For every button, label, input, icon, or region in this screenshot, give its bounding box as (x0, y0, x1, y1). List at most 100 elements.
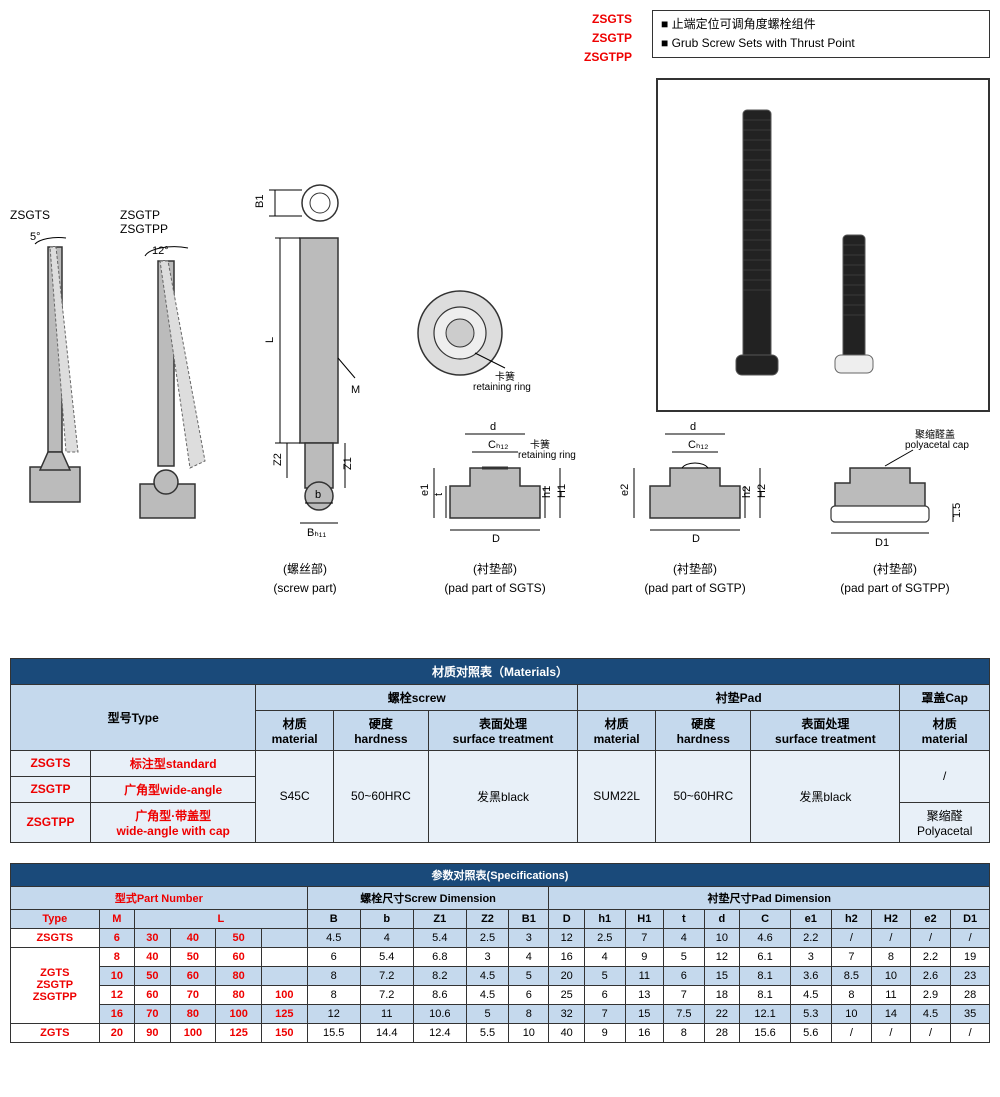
cap-none: / (900, 750, 990, 802)
spec-Z1-0: 5.4 (413, 928, 466, 947)
mat-hdr-2: 材质 material (577, 710, 655, 750)
spec-Z1-4: 10.6 (413, 1004, 466, 1023)
spec-t-5: 8 (664, 1023, 705, 1042)
pad-sgts-cn: (衬垫部) (410, 562, 580, 578)
pad-sgts-drawing: d Cₕ₁₂ 卡簧 retaining ring e1 t h1 H1 D (410, 418, 580, 558)
dim-d-2: d (690, 421, 696, 433)
cap-hdr: 罩盖Cap (900, 684, 990, 710)
hard-hdr-1: 硬度 hardness (333, 710, 428, 750)
spec-e1-1: 3 (790, 947, 831, 966)
col-h1: h1 (584, 909, 625, 928)
dim-h1: h1 (541, 485, 553, 497)
mat-hdr-3: 材质 material (900, 710, 990, 750)
spec-H2-4: 14 (872, 1004, 911, 1023)
spec-Z2-2: 4.5 (466, 966, 508, 985)
row2-code: ZSGTP (11, 776, 91, 802)
spec-l-1-2: 60 (216, 947, 262, 966)
col-C: C (740, 909, 791, 928)
pad-hdr: 衬垫Pad (577, 684, 899, 710)
spec-l-3-1: 70 (170, 985, 216, 1004)
spec-t-2: 6 (664, 966, 705, 985)
desc-cn: ■ 止端定位可调角度螺栓组件 (661, 15, 981, 34)
materials-title: 材质对照表（Materials） (11, 658, 990, 684)
spec-l-2-1: 60 (170, 966, 216, 985)
spec-m-0: 6 (99, 928, 135, 947)
spec-e1-2: 3.6 (790, 966, 831, 985)
spec-Z2-5: 5.5 (466, 1023, 508, 1042)
spec-B1-1: 4 (509, 947, 549, 966)
spec-l-3-0: 60 (135, 985, 171, 1004)
code-zsgtpp: ZSGTPP (584, 48, 632, 67)
col-H1: H1 (625, 909, 664, 928)
spec-D-0: 12 (549, 928, 585, 947)
pad-sgtpp-cn: (衬垫部) (805, 562, 985, 578)
spec-Z2-0: 2.5 (466, 928, 508, 947)
spec-C-3: 8.1 (740, 985, 791, 1004)
dim-l: L (264, 336, 276, 342)
col-e1: e1 (790, 909, 831, 928)
spec-D1-5: / (951, 1023, 990, 1042)
spec-l-1-1: 50 (170, 947, 216, 966)
spec-l-4-2: 100 (216, 1004, 262, 1023)
spec-e2-5: / (910, 1023, 951, 1042)
col-e2: e2 (910, 909, 951, 928)
spec-Z2-4: 5 (466, 1004, 508, 1023)
spec-e1-4: 5.3 (790, 1004, 831, 1023)
dim-h2: h2 (741, 485, 753, 497)
screw-hdr: 螺栓screw (256, 684, 578, 710)
col-type: Type (11, 909, 100, 928)
dim-D-1: D (492, 533, 500, 545)
col-D: D (549, 909, 585, 928)
spec-Z1-5: 12.4 (413, 1023, 466, 1042)
code-zsgtp: ZSGTP (584, 29, 632, 48)
spec-m-3: 12 (99, 985, 135, 1004)
spec-t-1: 5 (664, 947, 705, 966)
spec-e1-5: 5.6 (790, 1023, 831, 1042)
spec-t-4: 7.5 (664, 1004, 705, 1023)
spec-D1-0: / (951, 928, 990, 947)
screw-mat: S45C (256, 750, 333, 842)
spec-C-1: 6.1 (740, 947, 791, 966)
dim-z1: Z1 (342, 457, 354, 470)
spec-B-3: 8 (307, 985, 360, 1004)
spec-B1-5: 10 (509, 1023, 549, 1042)
pad-sgtp-cn: (衬垫部) (610, 562, 780, 578)
dim-ch12-2: Cₕ₁₂ (688, 439, 708, 451)
product-codes: ZSGTS ZSGTP ZSGTPP (584, 10, 632, 68)
spec-h2-5: / (831, 1023, 872, 1042)
header: ZSGTS ZSGTP ZSGTPP ■ 止端定位可调角度螺栓组件 ■ Grub… (10, 10, 990, 68)
partno-hdr: 型式Part Number (11, 886, 308, 909)
spec-m-5: 20 (99, 1023, 135, 1042)
row1-type: 标注型standard (90, 750, 256, 776)
spec-b-0: 4 (360, 928, 413, 947)
type-hdr: 型号Type (11, 684, 256, 750)
spec-h2-0: / (831, 928, 872, 947)
spec-D-1: 16 (549, 947, 585, 966)
col-z1: Z1 (413, 909, 466, 928)
spec-h1-2: 5 (584, 966, 625, 985)
dim-m: M (351, 384, 360, 396)
spec-b-4: 11 (360, 1004, 413, 1023)
spec-type-0: ZSGTS (11, 928, 100, 947)
spec-C-0: 4.6 (740, 928, 791, 947)
zsgts-label: ZSGTS (10, 208, 100, 222)
pad-mat: SUM22L (577, 750, 655, 842)
spec-h1-5: 9 (584, 1023, 625, 1042)
spec-Z1-1: 6.8 (413, 947, 466, 966)
dim-bh11: Bₕ₁₁ (307, 527, 326, 539)
spec-e2-3: 2.9 (910, 985, 951, 1004)
spec-e2-1: 2.2 (910, 947, 951, 966)
spec-l-5-1: 100 (170, 1023, 216, 1042)
spec-e1-3: 4.5 (790, 985, 831, 1004)
spec-e1-0: 2.2 (790, 928, 831, 947)
spec-B-1: 6 (307, 947, 360, 966)
screw-label-cn: (螺丝部) (245, 562, 365, 578)
spec-h1-1: 4 (584, 947, 625, 966)
spec-b-5: 14.4 (360, 1023, 413, 1042)
spec-H1-0: 7 (625, 928, 664, 947)
spec-b-3: 7.2 (360, 985, 413, 1004)
mat-hdr-1: 材质 material (256, 710, 333, 750)
pad-sgtpp-en: (pad part of SGTPP) (805, 581, 985, 597)
product-photo (656, 78, 990, 412)
spec-C-5: 15.6 (740, 1023, 791, 1042)
